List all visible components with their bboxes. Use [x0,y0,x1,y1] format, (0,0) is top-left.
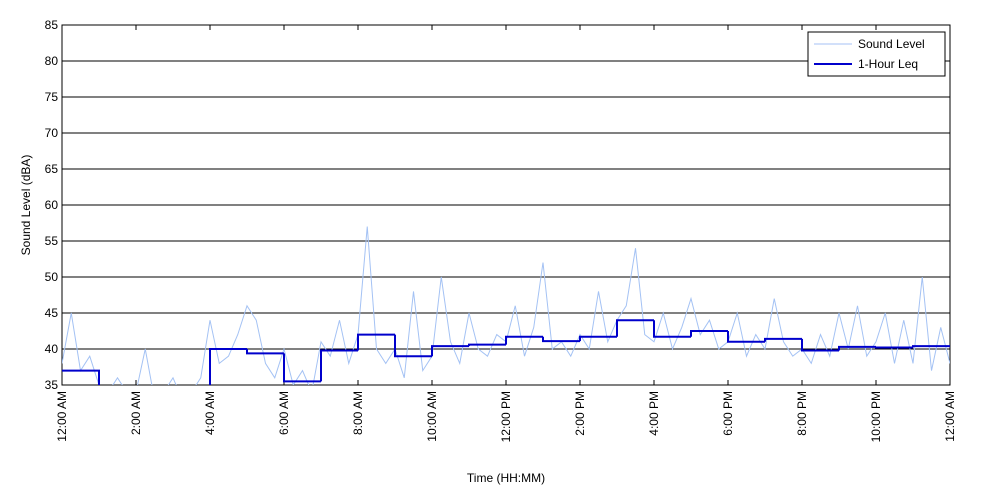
leq-step [431,345,469,357]
leq-step [209,348,247,385]
leq-step [394,334,432,358]
leq-step [468,343,506,347]
y-tick-label: 45 [45,306,59,320]
x-tick-label: 12:00 AM [55,391,69,442]
x-tick-label: 2:00 AM [129,391,143,435]
leq-step [690,330,728,337]
x-tick-label: 6:00 PM [721,391,735,436]
y-tick-label: 70 [45,126,59,140]
x-tick-label: 12:00 AM [943,391,957,442]
x-tick-label: 2:00 PM [573,391,587,436]
leq-step [616,319,654,337]
x-tick-label: 8:00 PM [795,391,809,436]
leq-step [62,369,100,385]
x-tick-label: 10:00 PM [869,391,883,442]
labels: 35 40 45 50 55 60 65 70 75 80 85 12:00 AM 2:00 AM 4:0… [45,18,957,442]
y-tick-label: 50 [45,270,59,284]
leq-step [801,338,839,352]
y-tick-label: 55 [45,234,59,248]
y-tick-label: 40 [45,342,59,356]
leq-step [357,333,395,351]
leq-step [579,335,617,342]
leq-step [283,353,321,383]
x-tick-label: 12:00 PM [499,391,513,442]
y-tick-label: 85 [45,18,59,32]
x-tick-label: 10:00 AM [425,391,439,442]
x-tick-label: 4:00 AM [203,391,217,435]
leq-step [764,337,802,342]
y-tick-label: 75 [45,90,59,104]
y-tick-label: 35 [45,378,59,392]
y-tick-label: 60 [45,198,59,212]
plot-marks [62,226,950,385]
leq-step [246,349,284,355]
x-tick-label: 8:00 AM [351,391,365,435]
legend-box [807,31,946,77]
leq-step [542,336,580,343]
legend-label: Sound Level [858,37,925,51]
x-axis-label: Time (HH:MM) [467,471,545,485]
y-tick-label: 80 [45,54,59,68]
leq-step [912,345,950,348]
legend-label: 1-Hour Leq [858,57,918,71]
leq-step [505,335,543,345]
leq-step [875,346,913,349]
legend: Sound Level 1-Hour Leq [807,31,946,77]
y-tick-label: 65 [45,162,59,176]
leq-step [320,349,358,382]
leq-step [727,331,765,343]
leq-step [653,320,691,338]
leq-step [838,345,876,351]
x-tick-label: 4:00 PM [647,391,661,436]
x-tick-label: 6:00 AM [277,391,291,435]
y-axis-label: Sound Level (dBA) [19,155,33,256]
